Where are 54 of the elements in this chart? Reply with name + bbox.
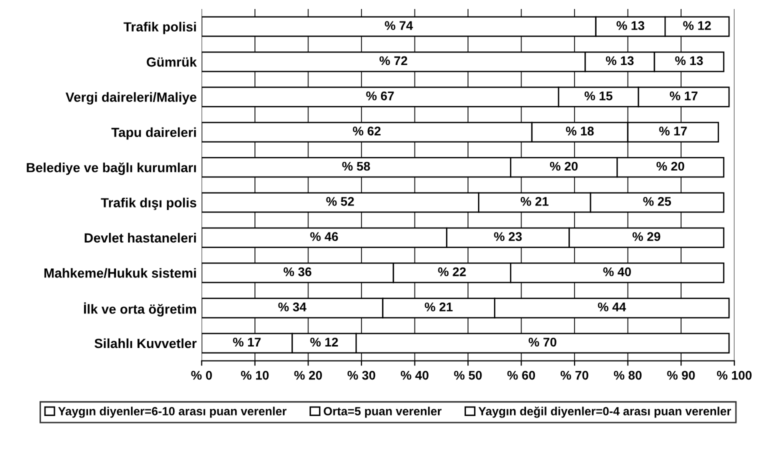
data-label: % 67 (366, 91, 394, 100)
data-label: % 21 (424, 302, 453, 312)
data-label: % 72 (380, 56, 408, 66)
data-label: % 13 (606, 56, 634, 66)
y-tick-label: Tapu daireleri (111, 127, 196, 140)
y-tick-label: İlk ve orta öğretim (84, 302, 196, 316)
x-tick-label: % 20 (294, 370, 322, 380)
y-tick-label: Belediye ve bağlı kurumları (26, 162, 196, 175)
data-label: % 36 (284, 267, 312, 276)
x-tick-label: % 70 (560, 370, 588, 380)
data-label: % 44 (598, 302, 626, 312)
y-tick-label: Devlet hastaneleri (84, 232, 196, 243)
data-label: % 22 (438, 267, 466, 276)
x-tick-label: % 80 (614, 370, 642, 380)
x-tick-label: % 60 (507, 370, 536, 380)
data-label: % 17 (670, 92, 698, 100)
data-label: % 23 (494, 232, 522, 242)
x-tick-label: % 0 (191, 370, 212, 380)
x-tick-label: % 50 (454, 370, 482, 380)
data-label: % 58 (342, 162, 370, 171)
data-label: % 29 (632, 232, 660, 242)
y-tick-label: Gümrük (146, 57, 197, 67)
x-tick-label: % 40 (400, 370, 428, 380)
data-label: % 74 (384, 21, 413, 30)
data-label: % 13 (616, 21, 644, 30)
x-tick-label: % 100 (716, 370, 752, 380)
y-tick-label: Mahkeme/Hukuk sistemi (44, 268, 196, 278)
legend-label: Yaygın diyenler=6-10 arası puan verenler (58, 406, 286, 418)
data-label: % 52 (326, 197, 354, 206)
data-label: % 17 (659, 126, 687, 136)
data-label: % 13 (675, 56, 703, 66)
x-tick-label: % 10 (241, 370, 269, 380)
data-label: % 18 (566, 126, 594, 136)
data-label: % 34 (278, 302, 306, 312)
data-label: % 12 (683, 21, 711, 30)
y-tick-label: Silahlı Kuvvetler (94, 338, 197, 348)
data-label: % 21 (520, 197, 548, 206)
data-label: % 12 (310, 338, 338, 347)
y-tick-label: Trafik polisi (124, 22, 196, 34)
data-label: % 46 (310, 232, 338, 242)
legend-label: Orta=5 puan verenler (324, 406, 442, 418)
legend-label: Yaygın değil diyenler=0-4 arası puan verenler (478, 406, 732, 418)
data-label: % 70 (528, 338, 556, 347)
y-tick-label: Vergi daireleri/Maliye (66, 92, 196, 105)
data-label: % 25 (643, 197, 672, 206)
data-label: % 40 (603, 267, 631, 276)
x-tick-label: % 30 (348, 370, 376, 380)
y-tick-label: Trafik dışı polis (100, 198, 196, 210)
data-label: % 62 (352, 126, 381, 136)
data-label: % 20 (656, 162, 684, 171)
x-tick-label: % 90 (667, 370, 695, 380)
data-label: % 17 (233, 338, 261, 347)
data-label: % 20 (550, 162, 578, 171)
data-label: % 15 (584, 92, 612, 100)
